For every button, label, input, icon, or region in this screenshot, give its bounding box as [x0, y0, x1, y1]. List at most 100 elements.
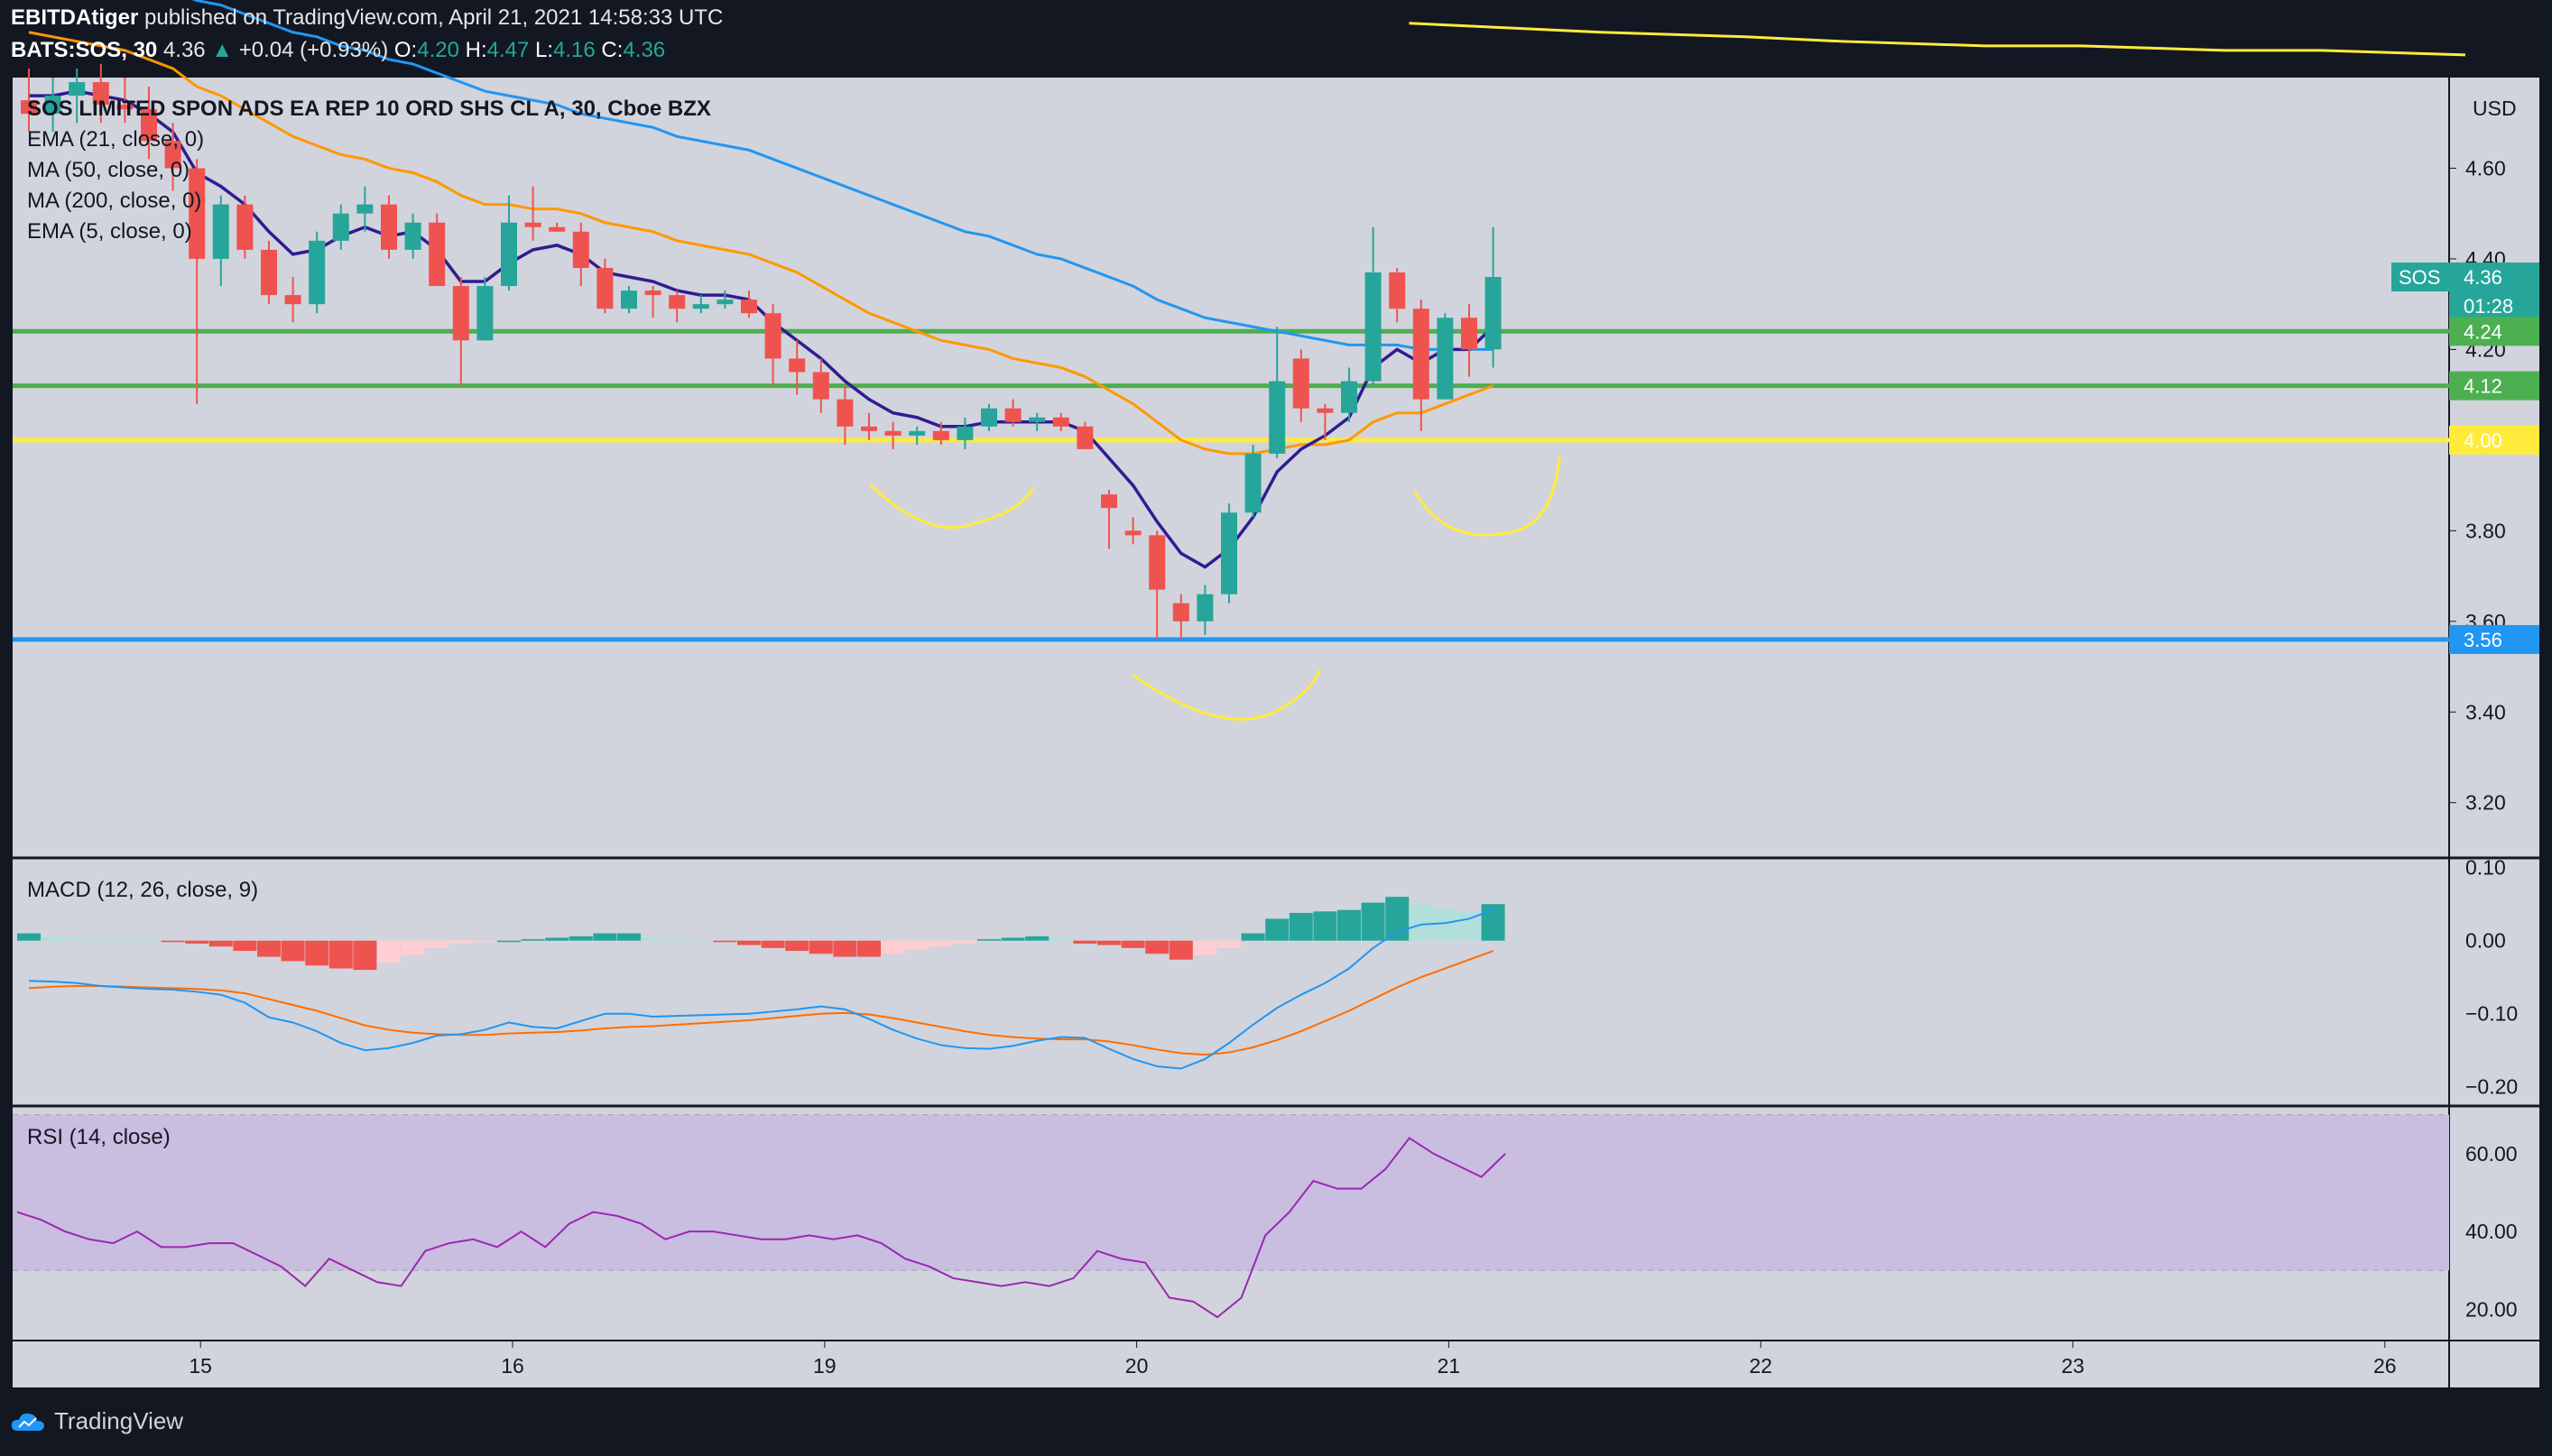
candle[interactable]	[1004, 399, 1022, 427]
macd-histogram-bar[interactable]	[65, 937, 89, 941]
candle-body[interactable]	[164, 141, 181, 169]
candle[interactable]	[909, 426, 926, 445]
candle-body[interactable]	[261, 249, 277, 296]
macd-histogram-bar[interactable]	[1121, 940, 1145, 948]
candle-body[interactable]	[429, 222, 446, 287]
candle-body[interactable]	[309, 240, 326, 305]
candle[interactable]	[1389, 267, 1406, 323]
candle-body[interactable]	[621, 290, 637, 309]
candle-body[interactable]	[1292, 358, 1309, 409]
candle-body[interactable]	[92, 82, 109, 106]
macd-histogram-bar[interactable]	[617, 933, 641, 941]
candle-body[interactable]	[189, 168, 206, 259]
candle-body[interactable]	[332, 213, 349, 241]
candle-body[interactable]	[476, 286, 494, 341]
legend-ema21[interactable]: EMA (21, close, 0)	[27, 127, 204, 152]
candle-body[interactable]	[1172, 603, 1189, 622]
macd-histogram-bar[interactable]	[593, 933, 617, 941]
candle-body[interactable]	[717, 299, 734, 305]
candle[interactable]	[1317, 403, 1334, 440]
candle-body[interactable]	[1221, 512, 1237, 594]
candle[interactable]	[164, 123, 181, 191]
candle[interactable]	[21, 68, 37, 133]
macd-histogram-bar[interactable]	[1337, 909, 1361, 941]
candle[interactable]	[572, 222, 589, 287]
level-tag-1[interactable]: 4.12	[2449, 371, 2539, 401]
candle[interactable]	[1221, 503, 1237, 604]
macd-histogram-bar[interactable]	[881, 940, 905, 954]
candle[interactable]	[356, 186, 374, 232]
macd-histogram-bar[interactable]	[137, 939, 161, 942]
macd-histogram-bar[interactable]	[545, 937, 569, 941]
candle-body[interactable]	[692, 304, 709, 309]
candle-body[interactable]	[837, 399, 854, 427]
candle[interactable]	[1292, 349, 1309, 422]
candle[interactable]	[141, 87, 157, 160]
macd-histogram-bar[interactable]	[1481, 904, 1505, 941]
level-tag-0[interactable]: 4.24	[2449, 317, 2539, 346]
macd-histogram-bar[interactable]	[1049, 937, 1073, 941]
candle[interactable]	[476, 277, 494, 341]
candle[interactable]	[404, 213, 421, 259]
legend-ma50[interactable]: MA (50, close, 0)	[27, 158, 190, 182]
macd-histogram-bar[interactable]	[281, 940, 305, 962]
candle[interactable]	[1197, 585, 1214, 635]
candle[interactable]	[644, 286, 661, 318]
macd-histogram-bar[interactable]	[1097, 940, 1121, 945]
candle[interactable]	[837, 385, 854, 445]
macd-histogram-bar[interactable]	[208, 940, 233, 947]
candle[interactable]	[332, 204, 349, 250]
candle[interactable]	[189, 159, 206, 404]
macd-histogram-bar[interactable]	[785, 940, 809, 952]
candle[interactable]	[69, 68, 86, 124]
candle[interactable]	[236, 195, 254, 259]
candle[interactable]	[789, 340, 806, 395]
candle-body[interactable]	[44, 96, 61, 115]
candle-body[interactable]	[932, 430, 949, 440]
ma50-line[interactable]	[29, 0, 1493, 351]
level-tag-2[interactable]: 4.00	[2449, 425, 2539, 455]
candle[interactable]	[741, 290, 757, 318]
candle-body[interactable]	[812, 372, 829, 400]
candle-body[interactable]	[1029, 417, 1046, 422]
macd-histogram-bar[interactable]	[1361, 902, 1385, 941]
macd-histogram-bar[interactable]	[1385, 897, 1410, 941]
ma200-line[interactable]	[1409, 22, 2465, 57]
candle-body[interactable]	[21, 100, 37, 115]
candle[interactable]	[1052, 412, 1069, 431]
macd-histogram-bar[interactable]	[857, 940, 881, 957]
candle-body[interactable]	[981, 408, 997, 427]
macd-histogram-bar[interactable]	[257, 940, 281, 957]
macd-histogram-bar[interactable]	[161, 940, 185, 943]
macd-histogram-bar[interactable]	[1313, 911, 1337, 941]
macd-histogram-bar[interactable]	[425, 940, 449, 948]
macd-histogram-bar[interactable]	[761, 940, 785, 948]
candle-body[interactable]	[501, 222, 517, 287]
author-name[interactable]: EBITDAtiger	[11, 5, 139, 30]
candle[interactable]	[669, 290, 686, 323]
candle-body[interactable]	[1149, 535, 1166, 590]
candle[interactable]	[1149, 530, 1166, 640]
candle-body[interactable]	[644, 290, 661, 296]
legend-ema5[interactable]: EMA (5, close, 0)	[27, 219, 192, 244]
candle-body[interactable]	[909, 430, 926, 436]
macd-histogram-bar[interactable]	[1433, 908, 1457, 941]
macd-histogram-bar[interactable]	[1025, 935, 1049, 941]
candle-body[interactable]	[356, 204, 374, 214]
candle[interactable]	[452, 277, 469, 386]
legend-ma200[interactable]: MA (200, close, 0)	[27, 189, 201, 213]
candle-body[interactable]	[1317, 408, 1334, 413]
candle-body[interactable]	[1364, 272, 1382, 382]
candle[interactable]	[717, 290, 734, 309]
candle-body[interactable]	[452, 286, 469, 341]
macd-histogram-bar[interactable]	[497, 940, 521, 943]
candle-body[interactable]	[1389, 272, 1406, 309]
tradingview-logo[interactable]: TradingView	[11, 1407, 183, 1435]
macd-histogram-bar[interactable]	[305, 940, 329, 966]
candle-body[interactable]	[1077, 426, 1094, 449]
candle[interactable]	[621, 286, 637, 314]
macd-histogram-bar[interactable]	[833, 940, 857, 957]
candle-body[interactable]	[884, 430, 902, 436]
candle[interactable]	[812, 358, 829, 413]
